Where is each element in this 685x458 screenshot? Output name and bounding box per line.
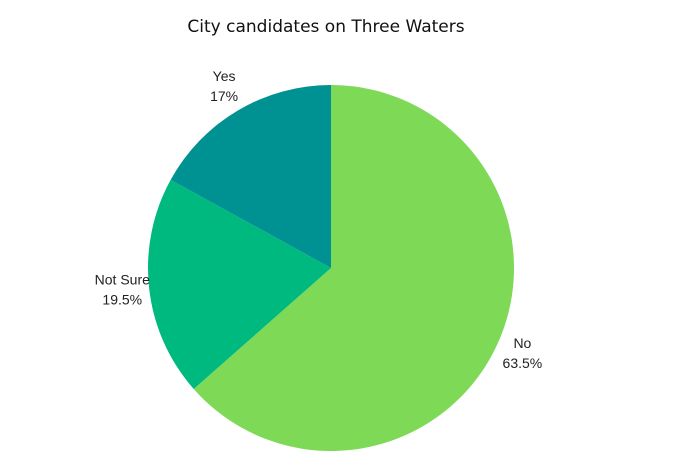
pie-slice xyxy=(193,85,515,451)
slice-label: Not Sure xyxy=(95,272,150,288)
slice-label: Yes xyxy=(213,68,236,84)
slice-value-label: 19.5% xyxy=(102,292,142,308)
slice-value-label: 17% xyxy=(210,88,238,104)
slice-value-label: 63.5% xyxy=(503,355,543,371)
chart-title: City candidates on Three Waters xyxy=(187,17,464,37)
slice-label: No xyxy=(513,335,531,351)
pie-slice xyxy=(148,179,331,390)
pie-slice xyxy=(170,85,331,268)
